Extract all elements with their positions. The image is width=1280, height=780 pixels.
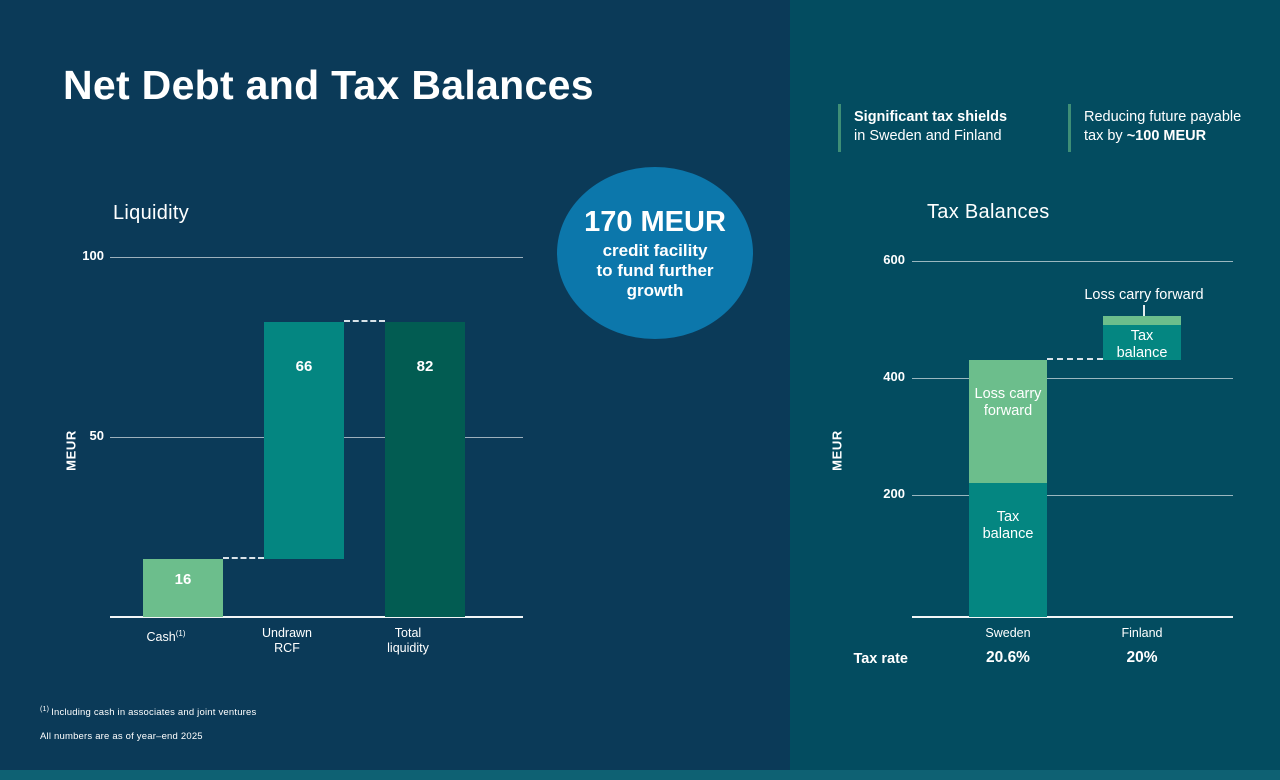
footnote-marker: (1) [40,706,50,713]
x-category-label: Finland [1097,626,1187,641]
x-category-text: Cash [146,630,176,645]
callout-tax-reduction: Reducing future payable tax by ~100 MEUR [1068,104,1280,152]
segment-label: Loss carry forward [974,385,1042,419]
bar-segment-loss-carry-forward [969,359,1047,483]
tax-rate-value: 20.6% [986,649,1030,666]
callout-tax-shields: Significant tax shields in Sweden and Fi… [838,104,1063,152]
gridline [912,260,1233,262]
gridline [110,257,523,258]
x-category-text: Finland [1121,626,1163,640]
bar-segment-loss-carry-forward [1103,316,1181,325]
x-category-label: Undrawn RCF [242,626,332,656]
credit-facility-line2: to fund further [596,260,714,280]
y-tick-label: 100 [82,248,104,263]
: 16 [174,570,192,588]
: 82 [416,357,434,375]
x-category-text: Total liquidity [387,626,429,655]
footnote-cash-text: Including cash in associates and joint v… [51,707,257,719]
x-category-label: Total liquidity [363,626,453,656]
segment-label: Tax balance [982,508,1034,542]
x-category-text: Sweden [985,626,1031,640]
callout-tax-reduction-line2: tax by ~100 MEUR [1084,127,1241,146]
y-tick-label: 400 [883,368,905,384]
y-tick-label: 600 [883,251,905,267]
gridline [912,494,1233,496]
credit-facility-badge: 170 MEUR credit facility to fund further… [557,167,753,339]
callout-tax-reduction-line1: Reducing future payable [1084,109,1242,125]
credit-facility-amount: 170 MEUR [584,205,726,238]
callout-tax-reduction-prefix: tax by [1084,128,1127,144]
bottom-accent-strip [0,770,1280,780]
segment-callout-line [1143,305,1145,317]
callout-tax-reduction-text: Reducing future payable tax by ~100 MEUR [1084,104,1241,152]
x-axis-line [912,616,1233,618]
y-tick-label: 200 [883,485,905,501]
footnote-year-end: All numbers are as of year–end 2025 [40,731,203,742]
callout-tax-shields-text: Significant tax shields in Sweden and Fi… [854,104,1007,152]
gridline [912,377,1233,379]
footnote-cash: (1) Including cash in associates and join… [40,706,256,718]
x-axis-line [110,616,523,618]
chart-title: Tax Balances [927,201,1050,223]
callout-accent-bar [1068,104,1071,152]
segment-callout-label: Loss carry forward [1084,287,1204,304]
credit-facility-line1: credit facility [602,240,708,260]
bar-segment-tax-balance [1103,324,1181,360]
x-category-footnote-marker: (1) [175,629,186,638]
tax-rate-row-label: Tax rate [853,651,908,667]
bar-segment-total-liquidity [385,321,465,617]
credit-facility-description: credit facility to fund further growth [596,241,713,301]
callout-tax-shields-title: Significant tax shields [854,109,1008,125]
segment-label: Tax balance [1116,327,1168,361]
bar-segment-cash [143,559,223,617]
x-category-label: Sweden [963,626,1053,641]
slide-title: Net Debt and Tax Balances [63,62,594,108]
bar-segment-undrawn-rcf [264,321,344,560]
bar-segment-tax-balance [969,482,1047,617]
callout-tax-reduction-amount: ~100 MEUR [1126,128,1207,144]
: 66 [295,357,313,375]
x-category-text: Undrawn RCF [261,626,313,655]
callout-tax-shields-subtitle: in Sweden and Finland [854,128,1002,144]
y-axis-label: MEUR [829,430,845,471]
waterfall-connector [344,319,385,322]
callout-accent-bar [838,104,841,152]
waterfall-connector [1047,357,1103,360]
waterfall-connector [223,557,264,560]
tax-rate-value: 20% [1126,649,1158,666]
chart-title: Liquidity [113,202,190,224]
credit-facility-line3: growth [626,280,684,300]
x-category-label: Cash(1) [121,626,211,645]
y-tick-label: 50 [89,428,104,443]
